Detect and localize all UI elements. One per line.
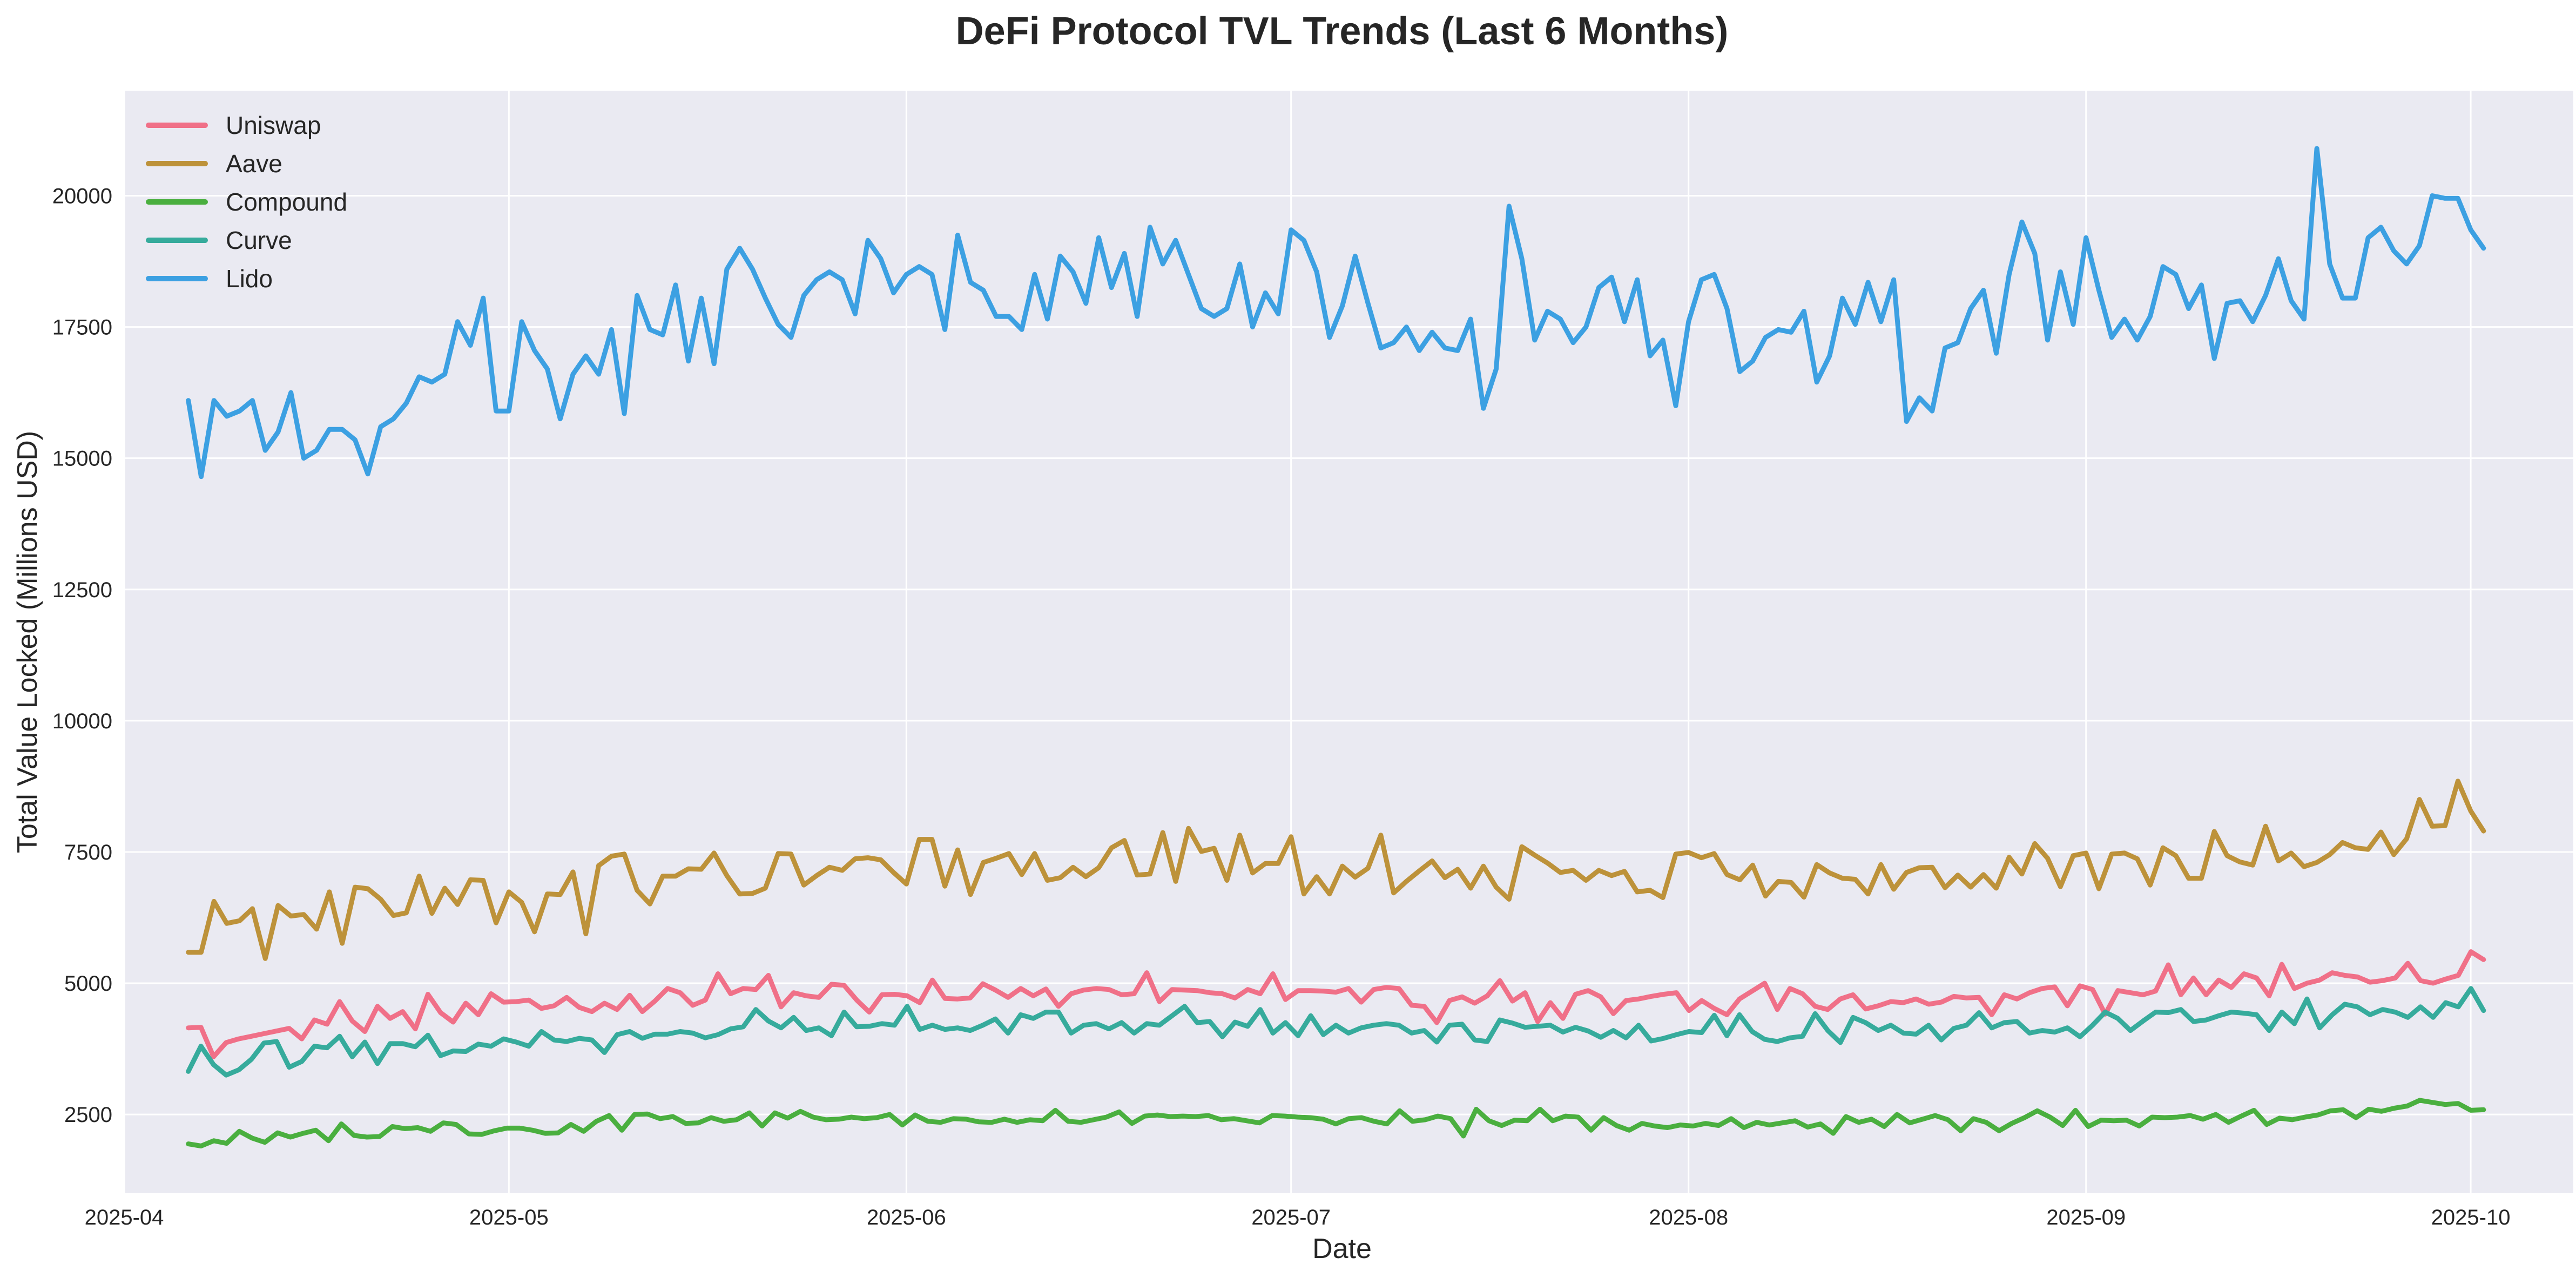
series-line-curve xyxy=(186,986,2486,1078)
y-tick-label: 17500 xyxy=(52,316,112,340)
x-tick-label: 2025-09 xyxy=(2046,1206,2126,1229)
legend: Uniswap Aave Compound Curve Lido xyxy=(146,111,347,293)
y-tick-label: 12500 xyxy=(52,578,112,602)
x-axis-ticks: 2025-04 2025-05 2025-06 2025-07 2025-08 2025-… xyxy=(85,1206,2511,1229)
x-tick-label: 2025-07 xyxy=(1251,1206,1331,1229)
legend-label-uniswap: Uniswap xyxy=(226,111,321,139)
x-tick-label: 2025-08 xyxy=(1649,1206,1728,1229)
series-line-aave xyxy=(186,779,2486,961)
series-line-lido xyxy=(186,146,2486,479)
x-axis-label: Date xyxy=(1312,1233,1372,1265)
y-tick-label: 7500 xyxy=(64,841,112,864)
plot-area xyxy=(124,91,2573,1193)
series-line-uniswap xyxy=(186,949,2486,1059)
y-tick-label: 15000 xyxy=(52,447,112,471)
x-tick-label: 2025-04 xyxy=(85,1206,164,1229)
y-tick-label: 5000 xyxy=(64,972,112,996)
y-tick-label: 20000 xyxy=(52,184,112,208)
legend-label-aave: Aave xyxy=(226,150,282,178)
series-layer xyxy=(186,146,2486,1148)
legend-label-compound: Compound xyxy=(226,188,347,216)
chart-title: DeFi Protocol TVL Trends (Last 6 Months) xyxy=(956,10,1729,53)
y-axis-ticks: 2500 5000 7500 10000 12500 15000 17500 20000 xyxy=(52,184,112,1127)
legend-label-lido: Lido xyxy=(226,265,273,293)
x-tick-label: 2025-10 xyxy=(2431,1206,2511,1229)
series-line-compound xyxy=(186,1098,2486,1148)
x-tick-label: 2025-05 xyxy=(469,1206,549,1229)
x-tick-label: 2025-06 xyxy=(867,1206,946,1229)
legend-label-curve: Curve xyxy=(226,226,292,254)
y-tick-label: 2500 xyxy=(64,1103,112,1127)
y-axis-label: Total Value Locked (Millions USD) xyxy=(12,431,43,853)
y-tick-label: 10000 xyxy=(52,709,112,733)
